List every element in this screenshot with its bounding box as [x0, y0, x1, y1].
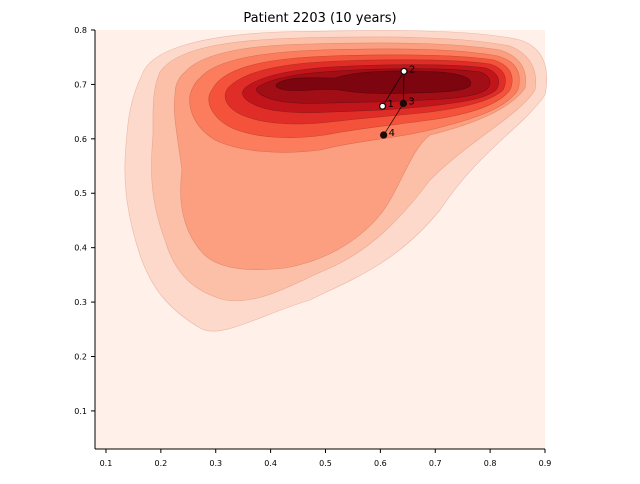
x-tick-label: 0.5	[319, 459, 332, 468]
x-tick-label: 0.1	[100, 459, 113, 468]
point-1	[378, 102, 387, 110]
y-tick-label: 0.4	[74, 244, 87, 253]
y-tick-label: 0.8	[74, 26, 87, 35]
y-axis-ticks: 0.1 0.2 0.3 0.4 0.5 0.6 0.7 0.8	[74, 26, 95, 416]
x-tick-label: 0.3	[209, 459, 222, 468]
patient-points: 1 2 3 4	[378, 64, 415, 139]
y-tick-label: 0.3	[74, 298, 87, 307]
x-tick-label: 0.9	[539, 459, 552, 468]
x-tick-label: 0.4	[264, 459, 277, 468]
trajectory-line	[382, 69, 405, 136]
y-tick-label: 0.5	[74, 189, 87, 198]
point-4	[380, 131, 388, 139]
density-contours	[124, 30, 548, 332]
chart-title: Patient 2203 (10 years)	[243, 11, 396, 26]
y-tick-label: 0.6	[74, 135, 87, 144]
y-tick-label: 0.7	[74, 80, 87, 89]
point-3	[399, 99, 408, 108]
point-label-1: 1	[388, 99, 394, 110]
point-label-4: 4	[389, 128, 395, 139]
point-label-2: 2	[409, 64, 415, 75]
point-label-3: 3	[408, 96, 414, 107]
x-tick-label: 0.8	[484, 459, 497, 468]
contour-level-9	[275, 70, 472, 94]
y-tick-label: 0.2	[74, 352, 87, 361]
x-tick-label: 0.6	[374, 459, 387, 468]
point-2	[400, 67, 408, 76]
axes: 0.1 0.2 0.3 0.4 0.5 0.6 0.7 0.8 0.9 0.1 0.2 0.3 0.4…	[74, 26, 551, 468]
x-tick-label: 0.2	[154, 459, 167, 468]
x-tick-label: 0.7	[429, 459, 442, 468]
x-axis-ticks: 0.1 0.2 0.3 0.4 0.5 0.6 0.7 0.8 0.9	[100, 449, 552, 468]
plot-area: 1 2 3 4	[95, 30, 548, 449]
y-tick-label: 0.1	[74, 407, 87, 416]
